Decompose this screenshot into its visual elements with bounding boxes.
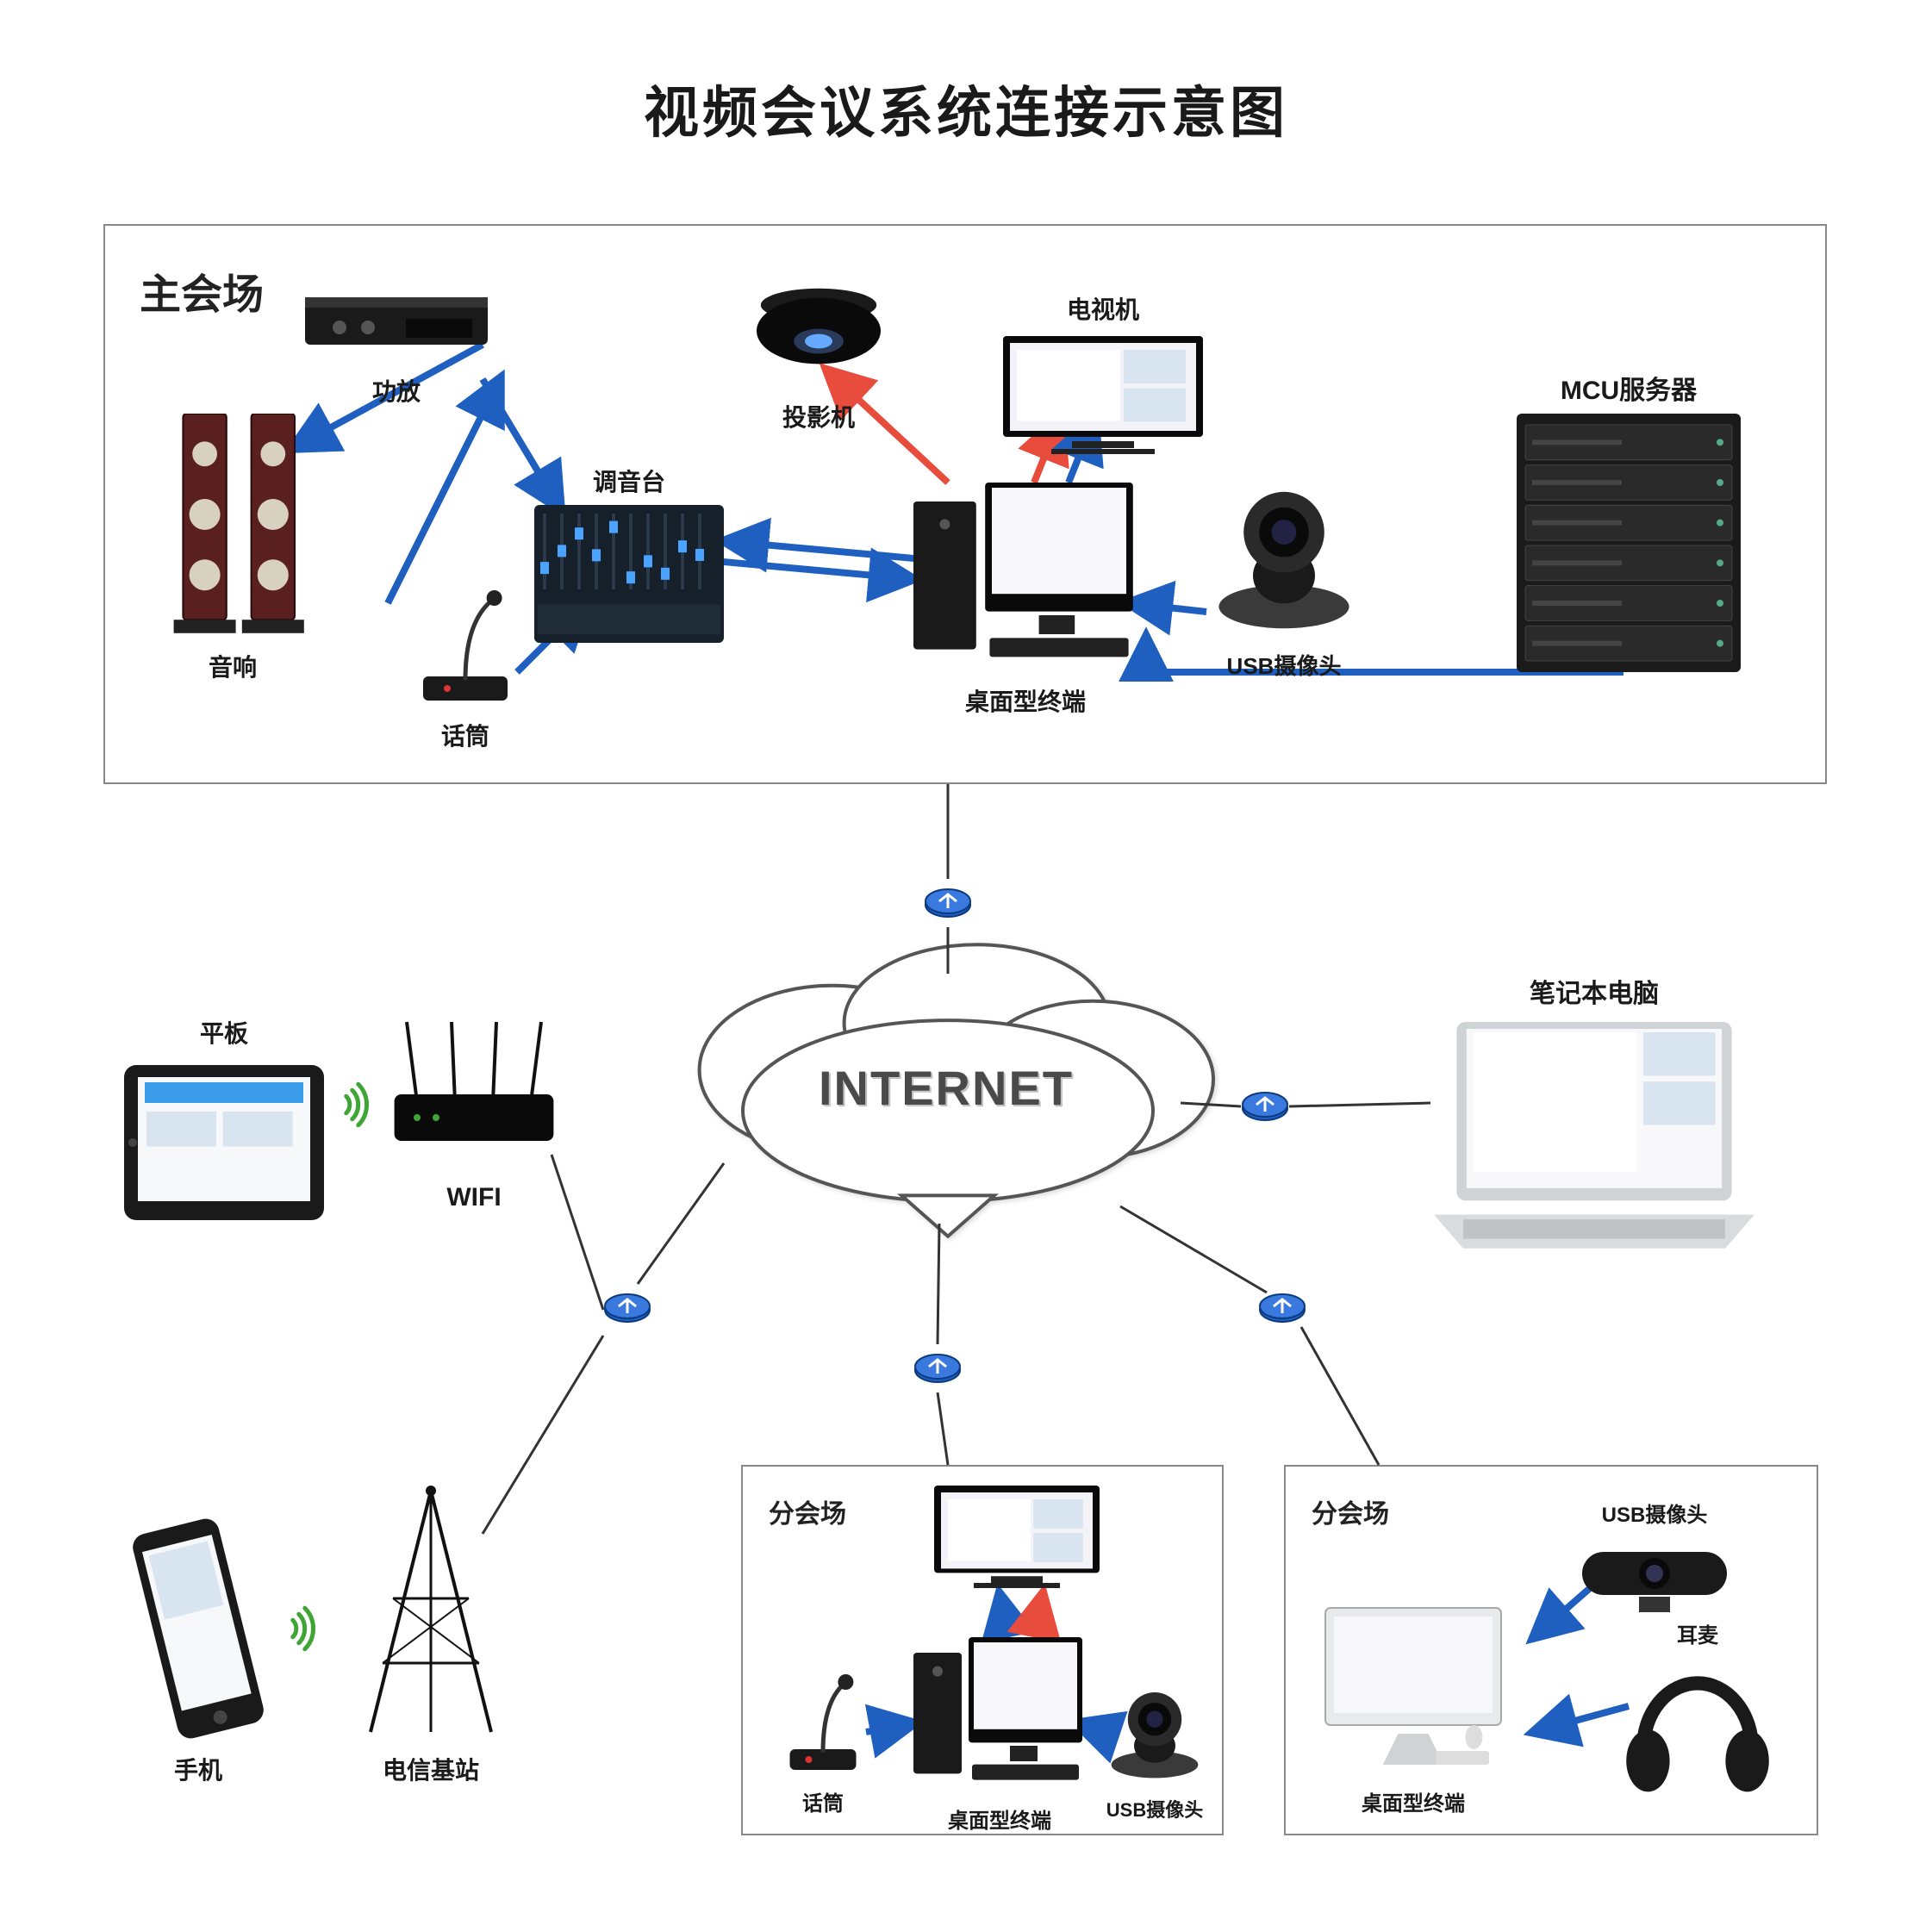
node-mic_main: 话筒 (405, 586, 526, 752)
sub-venue-2-label: 分会场 (1312, 1492, 1389, 1530)
router-icon (924, 879, 972, 927)
node-speakers: 音响 (155, 414, 310, 683)
node-amp-label: 功放 (302, 373, 491, 408)
speakers-icon (155, 414, 310, 642)
goosemic-icon (405, 586, 526, 711)
node-sub2_head-label: 耳麦 (1620, 1618, 1775, 1648)
desktop-icon (913, 1637, 1086, 1797)
node-tablet: 平板 (121, 1008, 327, 1233)
router-icon (1241, 1082, 1289, 1131)
internet-label: INTERNET (819, 1060, 1074, 1116)
node-projector-label: 投影机 (750, 399, 888, 433)
amplifier-icon (302, 276, 491, 366)
tv-icon (1000, 333, 1206, 466)
node-mcu-label: MCU服务器 (1517, 369, 1741, 407)
node-phone-label: 手机 (129, 1752, 267, 1786)
tablet-icon (121, 1056, 327, 1233)
sub-venue-1-label: 分会场 (769, 1492, 846, 1530)
node-cam_main: USB摄像头 (1206, 483, 1362, 681)
node-sub1_mic-label: 话筒 (776, 1786, 870, 1816)
phone-icon (129, 1517, 267, 1745)
node-tablet-label: 平板 (121, 1015, 327, 1050)
node-sub2_cam-label: USB摄像头 (1577, 1498, 1732, 1528)
tv-icon (931, 1482, 1103, 1598)
node-projector: 投影机 (750, 284, 888, 433)
ptzcam-icon (1206, 483, 1362, 642)
node-wifi-label: WIFI (379, 1183, 569, 1212)
node-sub1_cam-label: USB摄像头 (1103, 1795, 1206, 1822)
node-sub1_pc-label: 桌面型终端 (913, 1804, 1086, 1834)
goosemic-icon (776, 1672, 870, 1779)
router-icon (913, 1344, 962, 1392)
main-venue-label: 主会场 (140, 260, 264, 321)
node-sub2_head: 耳麦 (1620, 1611, 1775, 1815)
mixer-icon (534, 505, 724, 647)
node-pc_main-label: 桌面型终端 (913, 683, 1137, 718)
node-laptop-label: 笔记本电脑 (1430, 972, 1758, 1010)
node-sub1_pc: 桌面型终端 (913, 1637, 1086, 1834)
celltower-icon (345, 1482, 517, 1745)
node-tv-label: 电视机 (1000, 291, 1206, 326)
node-sub1_tv (931, 1482, 1103, 1598)
node-mic_main-label: 话筒 (405, 718, 526, 752)
node-mixer: 调音台 (534, 457, 724, 647)
node-mixer-label: 调音台 (534, 464, 724, 498)
node-sub2_pc: 桌面型终端 (1318, 1603, 1508, 1816)
laptop-icon (1430, 1017, 1758, 1262)
router-icon (379, 1017, 569, 1176)
node-laptop: 笔记本电脑 (1430, 965, 1758, 1262)
node-celltower: 电信基站 (345, 1482, 517, 1786)
node-mcu: MCU服务器 (1517, 362, 1741, 676)
node-sub1_cam: USB摄像头 (1103, 1689, 1206, 1822)
server-icon (1517, 414, 1741, 676)
node-sub2_pc-label: 桌面型终端 (1318, 1786, 1508, 1816)
aio-icon (1318, 1603, 1508, 1779)
node-tv: 电视机 (1000, 284, 1206, 466)
projector-icon (750, 284, 888, 392)
node-cam_main-label: USB摄像头 (1206, 649, 1362, 681)
node-amp: 功放 (302, 276, 491, 408)
node-pc_main: 桌面型终端 (913, 483, 1137, 718)
node-speakers-label: 音响 (155, 649, 310, 683)
diagram-title: 视频会议系统连接示意图 (0, 69, 1932, 148)
desktop-icon (913, 483, 1137, 676)
node-phone: 手机 (129, 1517, 267, 1786)
node-celltower-label: 电信基站 (345, 1752, 517, 1786)
node-sub1_mic: 话筒 (776, 1672, 870, 1816)
ptzcam-icon (1103, 1689, 1206, 1788)
node-wifi: WIFI (379, 1017, 569, 1212)
node-sub2_cam: USB摄像头 (1577, 1491, 1732, 1625)
router-icon (1258, 1284, 1306, 1332)
router-icon (603, 1284, 651, 1332)
headset-icon (1620, 1655, 1775, 1815)
